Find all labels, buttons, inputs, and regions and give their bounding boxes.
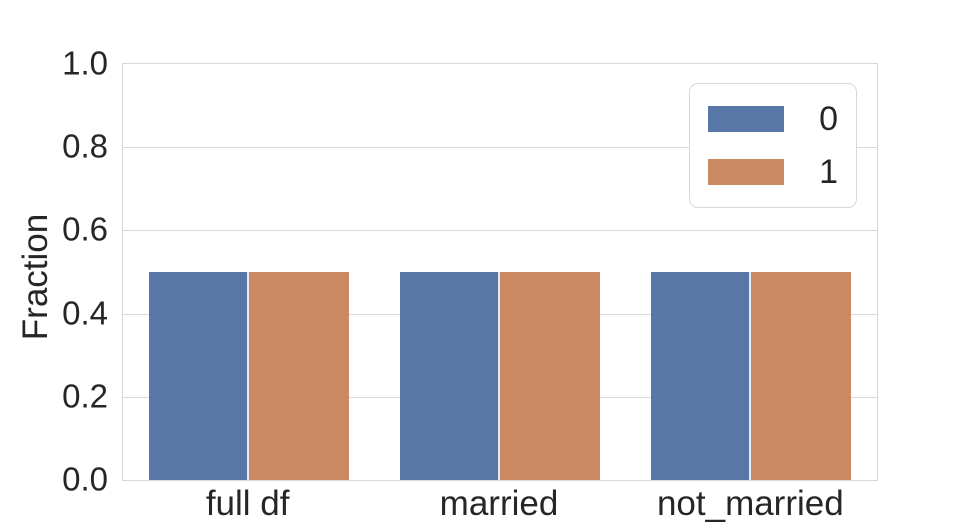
y-tick-label: 0.6 <box>62 210 108 248</box>
bar-married-series-0 <box>400 272 500 480</box>
legend-entry: 1 <box>708 152 838 192</box>
x-tick-label: not_married <box>656 484 844 523</box>
gridline <box>123 147 877 149</box>
y-tick-label: 0.4 <box>62 294 108 332</box>
y-tick-label: 1.0 <box>62 44 108 82</box>
bar-not_married-series-0 <box>651 272 752 480</box>
legend-entry: 0 <box>708 99 838 139</box>
gridline <box>123 230 877 232</box>
x-tick-label: full df <box>205 484 290 523</box>
bar-full-df-series-1 <box>248 272 349 480</box>
legend-color-swatch-icon <box>708 159 784 185</box>
bar-married-series-1 <box>500 272 600 480</box>
legend-color-swatch-icon <box>708 106 784 132</box>
x-tick-label: married <box>439 484 559 523</box>
y-tick-label: 0.0 <box>62 460 108 498</box>
y-tick-label: 0.8 <box>62 127 108 165</box>
legend-label: 0 <box>819 100 838 138</box>
y-tick-label: 0.2 <box>62 377 108 415</box>
bar-full-df-series-0 <box>148 272 249 480</box>
legend-label: 1 <box>819 153 838 191</box>
bar-not_married-series-1 <box>751 272 852 480</box>
